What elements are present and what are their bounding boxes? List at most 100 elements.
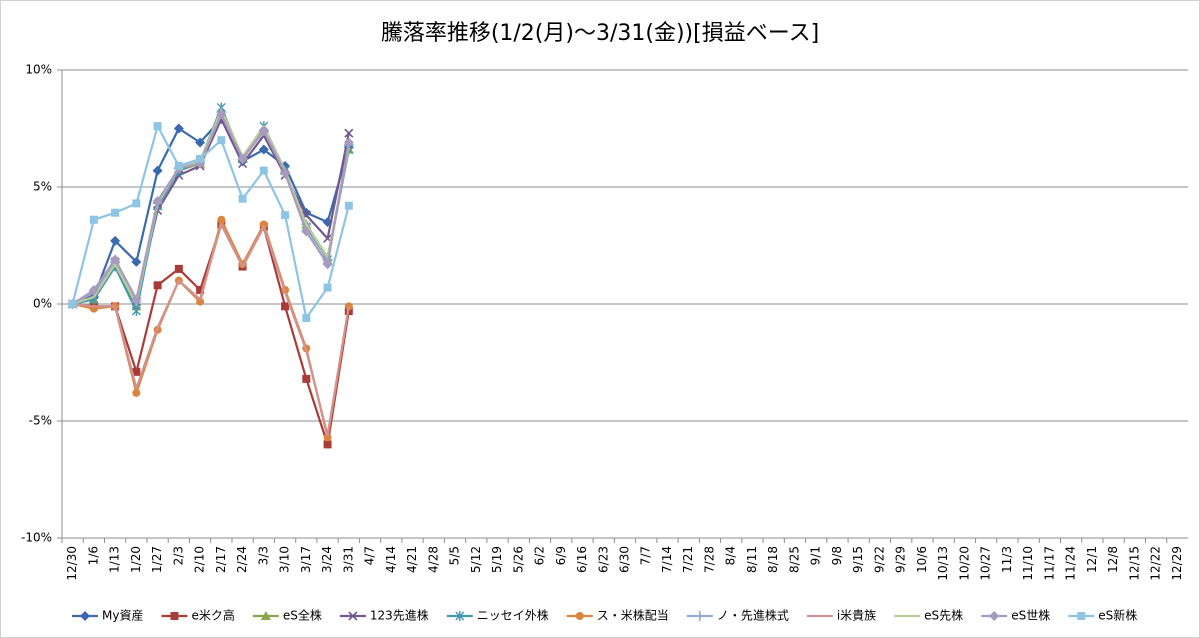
legend-label: eS全株 <box>283 608 322 623</box>
x-tick-label: 8/11 <box>745 546 759 573</box>
x-tick-label: 2/3 <box>171 546 185 565</box>
x-tick-label: 3/31 <box>341 546 355 573</box>
point <box>323 283 332 292</box>
series-line <box>72 223 350 437</box>
x-tick-label: 1/6 <box>86 546 100 565</box>
point <box>131 306 141 317</box>
point <box>217 136 226 145</box>
x-tick-label: 12/30 <box>65 546 79 581</box>
x-tick-label: 1/27 <box>150 546 164 573</box>
point <box>173 123 184 134</box>
x-tick-label: 3/10 <box>278 546 292 573</box>
series-line <box>72 118 350 306</box>
legend-label: i米貴族 <box>837 609 876 623</box>
legend-item: eS新株 <box>1068 608 1137 623</box>
point <box>132 367 141 376</box>
point <box>281 211 290 220</box>
legend-label: 123先進株 <box>370 608 429 623</box>
point <box>237 153 248 164</box>
point <box>110 254 121 265</box>
x-tick-label: 9/15 <box>851 546 865 573</box>
point <box>258 144 269 155</box>
x-tick-label: 6/9 <box>554 546 568 565</box>
legend-label: My資産 <box>102 608 143 623</box>
point <box>344 201 353 210</box>
x-tick-label: 10/27 <box>979 546 993 581</box>
x-tick-label: 7/14 <box>660 546 674 573</box>
legend-label: ニッセイ外株 <box>477 608 549 623</box>
point <box>89 215 98 224</box>
x-tick-label: 6/2 <box>533 546 547 565</box>
point <box>88 284 99 295</box>
x-tick-label: 9/1 <box>809 546 823 565</box>
legend-item: ニッセイ外株 <box>446 608 549 623</box>
point <box>301 226 312 237</box>
x-tick-label: 1/20 <box>129 546 143 573</box>
legend-item: eS全株 <box>252 608 322 623</box>
point <box>152 165 163 176</box>
x-tick-label: 2/17 <box>214 546 228 573</box>
y-tick-label: -10% <box>21 531 52 545</box>
x-tick-label: 3/3 <box>256 546 270 565</box>
point <box>196 154 205 163</box>
x-tick-label: 6/16 <box>575 546 589 573</box>
point <box>1077 612 1086 620</box>
legend-item: ス・米株配当 <box>566 608 669 623</box>
legend-item: 123先進株 <box>339 608 429 623</box>
point <box>575 612 584 620</box>
legend-label: ノ・先進株式 <box>717 608 789 623</box>
point <box>153 122 162 131</box>
point <box>238 194 247 203</box>
x-tick-label: 9/29 <box>894 546 908 573</box>
x-tick-label: 12/15 <box>1127 546 1141 581</box>
point <box>174 161 183 170</box>
x-tick-label: 5/5 <box>448 546 462 565</box>
point <box>216 109 227 120</box>
x-tick-label: 10/20 <box>957 546 971 581</box>
point <box>132 199 141 208</box>
point <box>132 388 141 397</box>
x-tick-label: 3/17 <box>299 546 313 573</box>
point <box>302 314 311 323</box>
legend-label: eS世株 <box>1011 608 1050 623</box>
point <box>153 281 162 290</box>
x-tick-label: 7/7 <box>639 546 653 565</box>
x-tick-label: 12/22 <box>1149 546 1163 581</box>
x-tick-label: 2/10 <box>193 546 207 573</box>
legend-item: ノ・先進株式 <box>686 608 789 623</box>
point <box>110 235 121 246</box>
x-tick-label: 3/24 <box>320 546 334 573</box>
legend-label: ス・米株配当 <box>597 608 669 623</box>
point <box>196 285 205 294</box>
x-tick-label: 11/3 <box>1000 546 1014 573</box>
point <box>131 294 142 305</box>
x-tick-label: 7/28 <box>702 546 716 573</box>
x-tick-label: 4/7 <box>363 546 377 565</box>
point <box>348 611 358 621</box>
x-tick-label: 4/21 <box>405 546 419 573</box>
point <box>195 137 206 148</box>
point <box>258 125 269 136</box>
point <box>323 433 332 442</box>
x-tick-label: 8/4 <box>724 546 738 565</box>
chart-title: 騰落率推移(1/2(月)～3/31(金))[損益ベース] <box>381 21 819 46</box>
x-tick-label: 9/8 <box>830 546 844 565</box>
x-tick-label: 11/10 <box>1021 546 1035 581</box>
x-tick-label: 8/25 <box>787 546 801 573</box>
y-tick-label: 0% <box>33 297 52 311</box>
x-tick-label: 5/26 <box>511 546 525 573</box>
y-tick-label: -5% <box>29 414 52 428</box>
point <box>455 611 465 621</box>
x-tick-label: 12/29 <box>1170 546 1184 581</box>
legend-item: eS世株 <box>981 608 1050 623</box>
series-line <box>71 113 350 305</box>
legend-item: e米ク高 <box>161 608 235 623</box>
x-tick-label: 11/24 <box>1064 546 1078 581</box>
point <box>260 611 271 620</box>
x-tick-label: 12/8 <box>1106 546 1120 573</box>
point <box>217 215 226 224</box>
point <box>281 302 290 311</box>
x-tick-label: 8/18 <box>766 546 780 573</box>
